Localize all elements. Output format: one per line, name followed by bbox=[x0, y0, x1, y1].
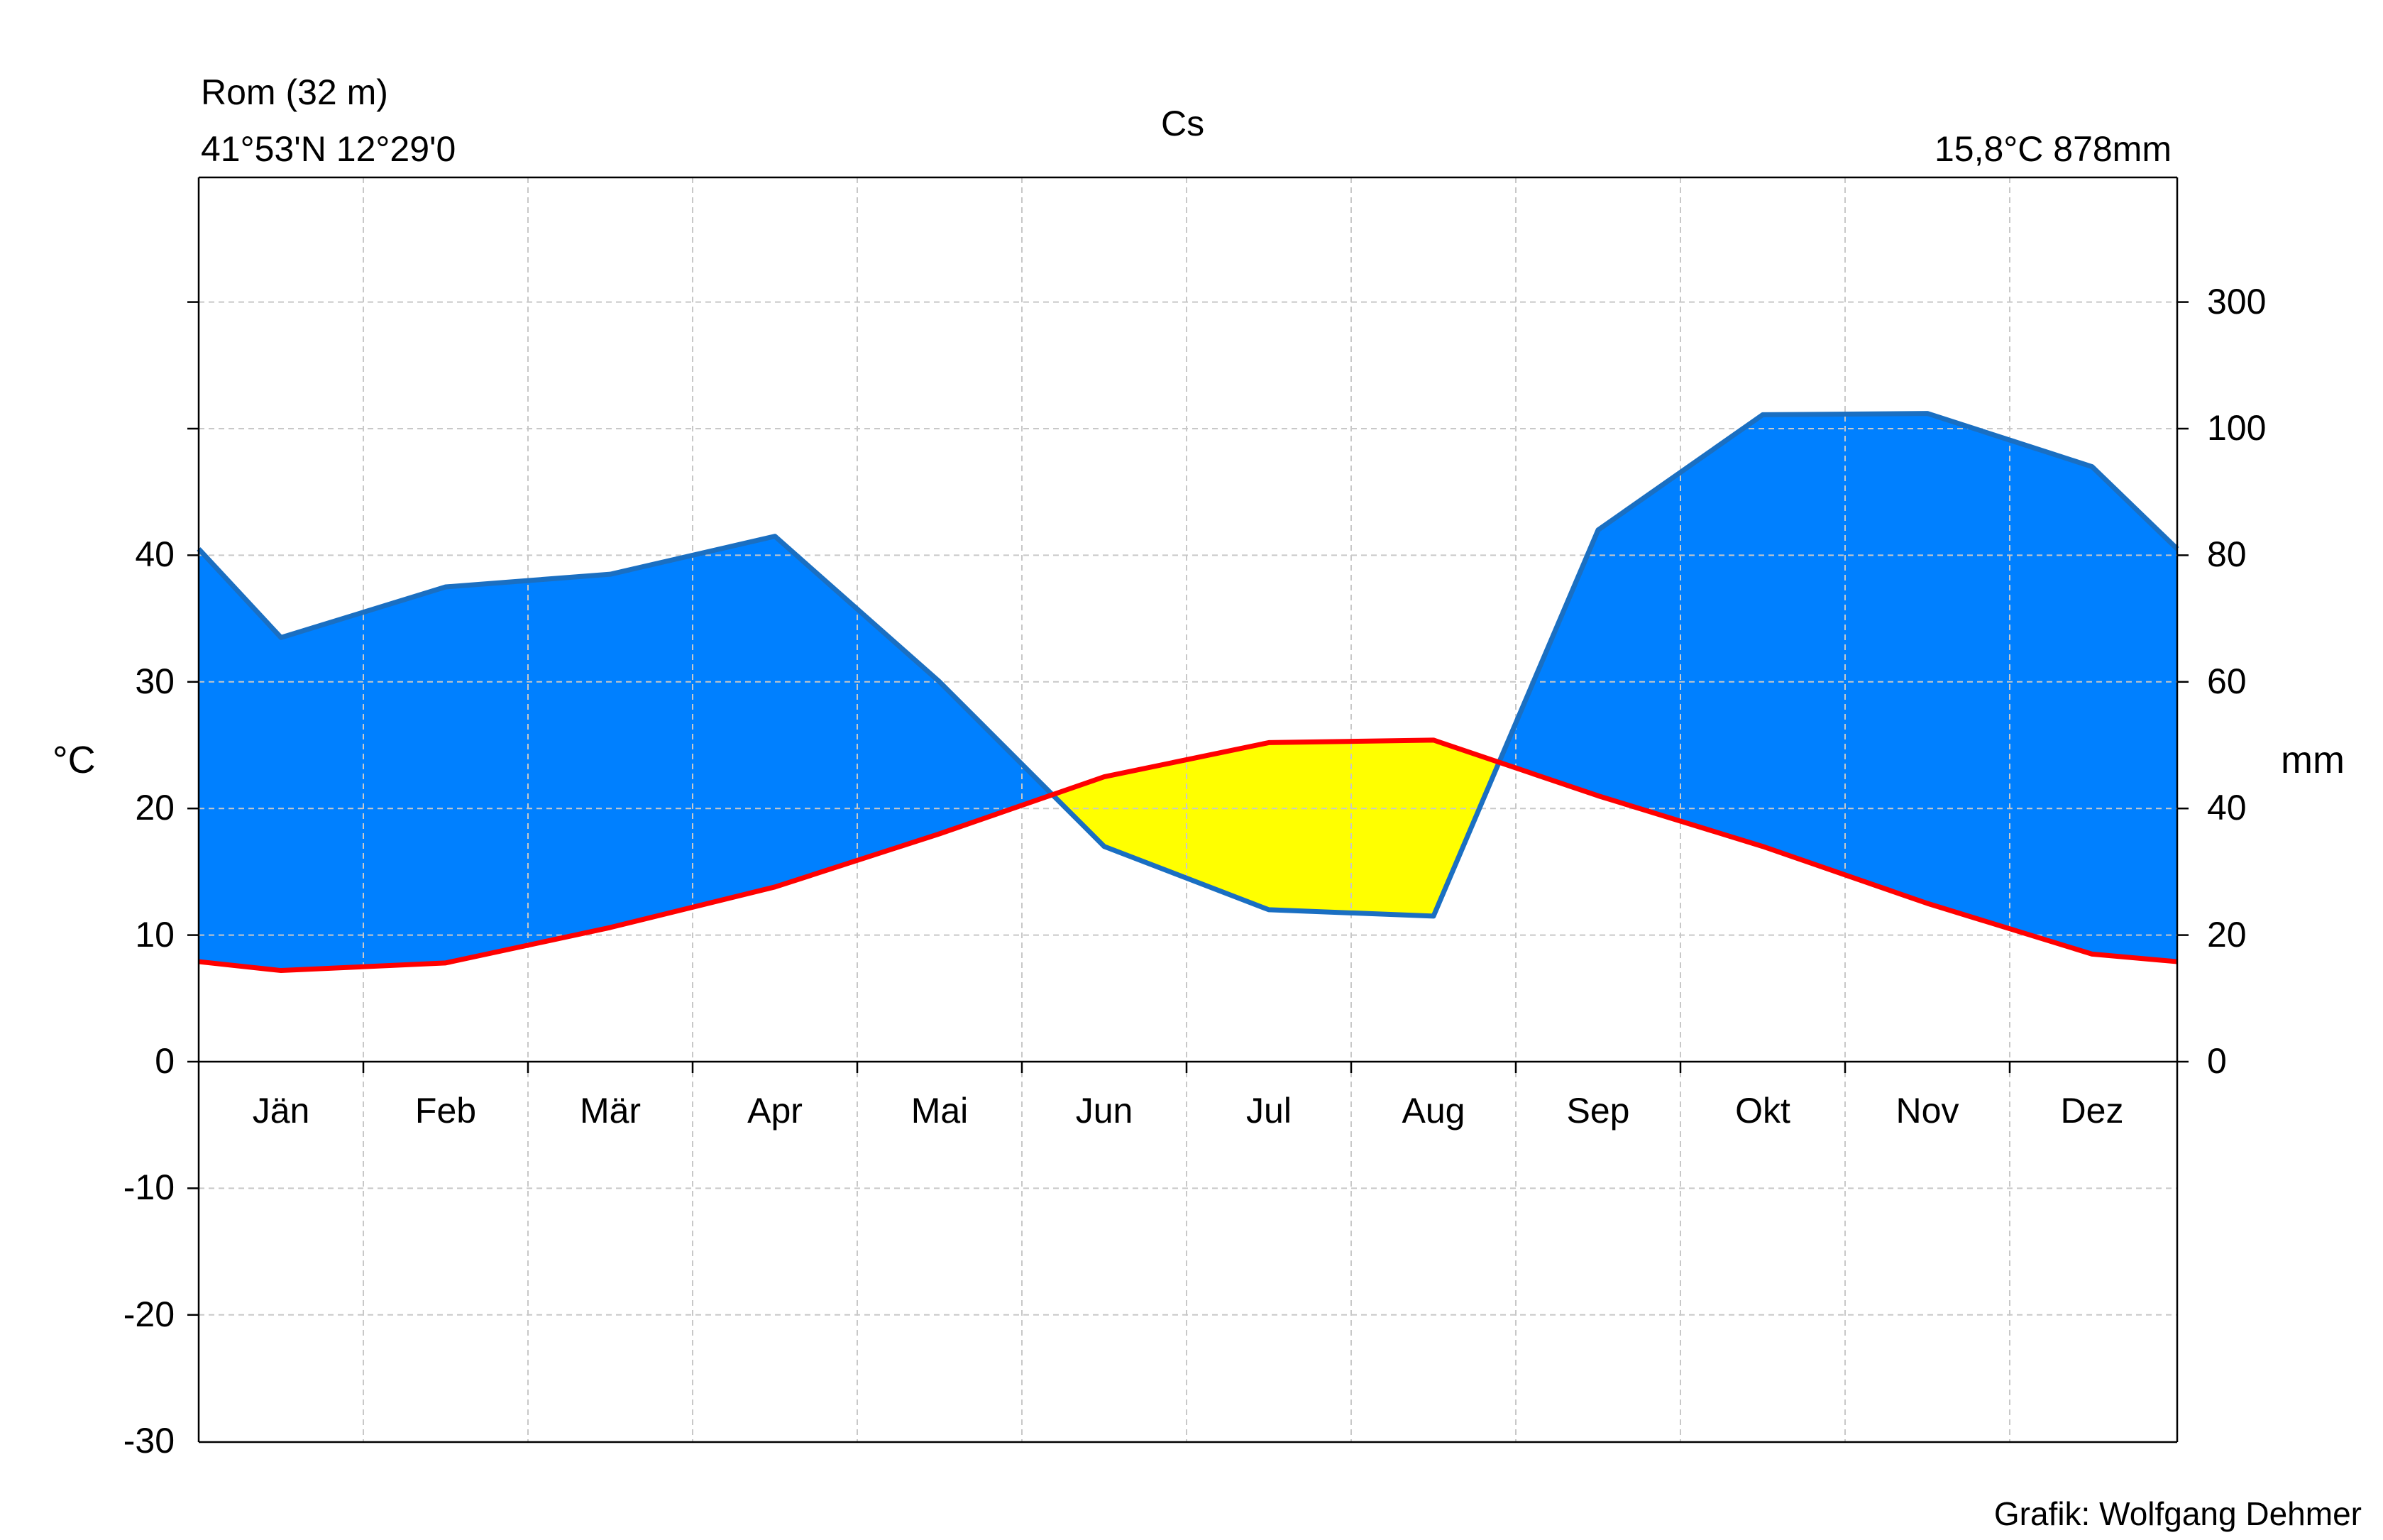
humid-area bbox=[939, 681, 1054, 835]
right-axis-label: mm bbox=[2281, 739, 2345, 781]
left-tick-label: -20 bbox=[123, 1294, 175, 1334]
month-label: Mai bbox=[910, 1091, 969, 1131]
month-label: Okt bbox=[1735, 1091, 1790, 1131]
temperature-line bbox=[198, 737, 2178, 974]
station-name: Rom (32 m) bbox=[201, 72, 388, 112]
left-tick-label: 30 bbox=[135, 661, 175, 701]
month-label: Mär bbox=[579, 1091, 642, 1131]
month-label: Nov bbox=[1895, 1091, 1959, 1131]
axes-frame bbox=[187, 176, 2189, 1443]
month-label: Sep bbox=[1566, 1091, 1630, 1131]
month-label: Jän bbox=[252, 1091, 310, 1131]
right-tick-label: 20 bbox=[2207, 914, 2247, 955]
station-coordinates: 41°53'N 12°29'0 bbox=[201, 129, 456, 169]
left-tick-label: 40 bbox=[135, 534, 175, 575]
left-axis-label: °C bbox=[53, 739, 96, 781]
climate-class: Cs bbox=[1161, 104, 1205, 143]
left-tick-label: 10 bbox=[135, 914, 175, 955]
right-tick-label: 60 bbox=[2207, 661, 2247, 701]
right-tick-label: 40 bbox=[2207, 788, 2247, 828]
month-label: Feb bbox=[414, 1091, 477, 1131]
month-label: Jun bbox=[1075, 1091, 1133, 1131]
left-tick-label: 20 bbox=[135, 788, 175, 828]
precipitation-line bbox=[197, 411, 2179, 919]
month-label: Dez bbox=[2060, 1091, 2124, 1131]
right-tick-label: 80 bbox=[2207, 534, 2247, 575]
humid-area bbox=[2091, 466, 2178, 962]
month-label: Jul bbox=[1246, 1091, 1292, 1131]
month-label: Aug bbox=[1402, 1091, 1465, 1131]
right-tick-label: 100 bbox=[2207, 408, 2267, 448]
series-lines bbox=[197, 411, 2179, 974]
humid-area bbox=[198, 548, 282, 972]
left-tick-label: -30 bbox=[123, 1421, 175, 1461]
credit-text: Grafik: Wolfgang Dehmer bbox=[1993, 1495, 2362, 1532]
left-tick-label: 0 bbox=[155, 1041, 175, 1081]
annual-summary: 15,8°C 878mm bbox=[1934, 129, 2172, 169]
right-tick-label: 0 bbox=[2207, 1041, 2227, 1081]
month-label: Apr bbox=[747, 1091, 803, 1131]
left-tick-label: -10 bbox=[123, 1167, 175, 1208]
right-tick-label: 300 bbox=[2207, 281, 2267, 321]
grid-lines bbox=[199, 177, 2177, 1442]
